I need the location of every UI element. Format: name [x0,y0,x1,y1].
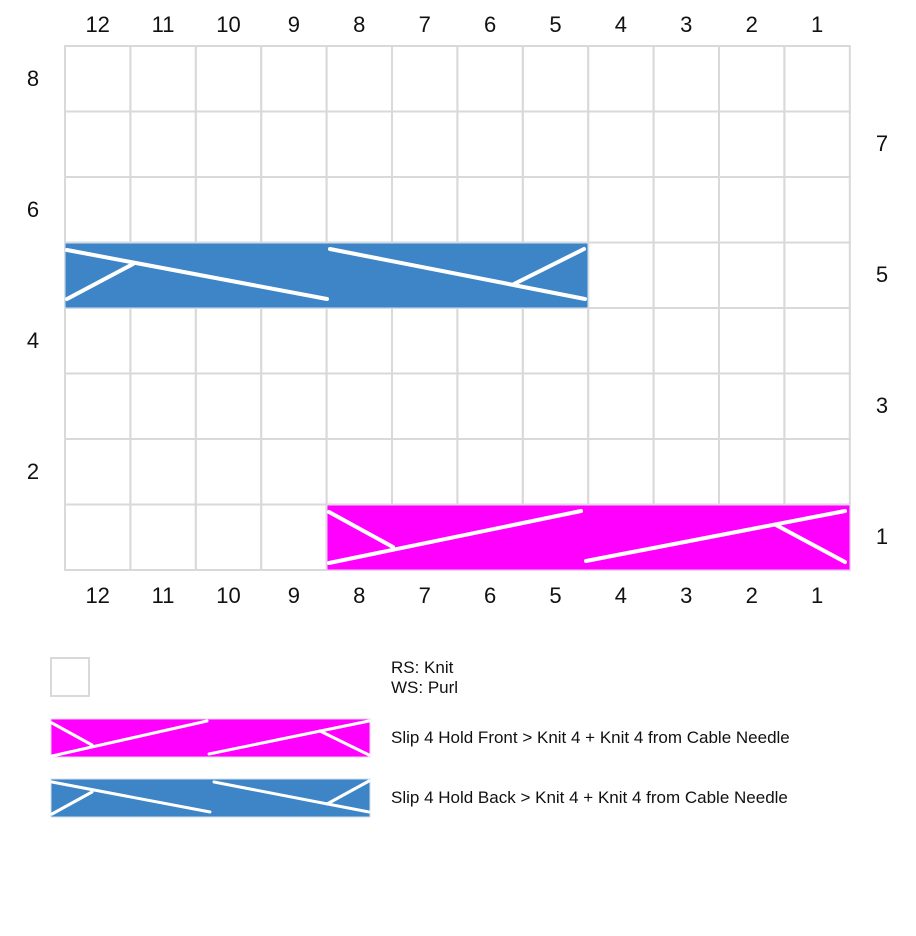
legend-rs-text: RS: Knit [391,658,454,677]
row-number-right: 5 [875,262,889,288]
row-number-right: 3 [875,393,889,419]
column-number-bottom: 12 [85,583,110,608]
column-number-top: 3 [680,12,693,37]
back-cable-symbol [64,242,589,309]
column-number-bottom: 11 [151,583,175,608]
column-number-top: 2 [745,12,758,37]
column-number-top: 1 [810,12,824,37]
row-number-right: 1 [875,524,889,550]
column-number-top: 4 [614,12,628,37]
row-number-left: 4 [26,327,40,353]
row-number-right: 7 [875,131,889,157]
column-number-bottom: 2 [745,583,758,608]
column-number-bottom: 4 [614,583,628,608]
legend-knit-label: RS: Knit WS: Purl [391,658,458,698]
legend-knit-swatch [50,657,90,697]
legend-ws-text: WS: Purl [391,678,459,697]
column-number-top: 10 [216,12,241,37]
column-number-bottom: 8 [353,583,366,608]
column-number-bottom: 9 [287,583,301,608]
column-number-top: 6 [483,12,497,37]
column-number-top: 9 [287,12,301,37]
legend-back-swatch [50,778,371,818]
column-number-top: 5 [549,12,562,37]
legend-front-swatch [50,718,371,758]
column-number-top: 12 [85,12,110,37]
column-number-top: 8 [353,12,366,37]
row-number-left: 6 [26,196,40,222]
column-number-bottom: 6 [483,583,497,608]
row-number-left: 2 [26,458,40,484]
legend-front-label: Slip 4 Hold Front > Knit 4 + Knit 4 from… [391,728,790,747]
column-number-top: 7 [418,12,431,37]
column-number-bottom: 1 [810,583,824,608]
front-cable-symbol [326,504,851,571]
legend-back-label: Slip 4 Hold Back > Knit 4 + Knit 4 from … [391,788,788,807]
column-number-bottom: 3 [680,583,693,608]
row-number-left: 8 [26,65,40,91]
column-number-top: 11 [151,12,175,37]
column-number-bottom: 7 [418,583,431,608]
column-number-bottom: 10 [216,583,241,608]
column-number-bottom: 5 [549,583,562,608]
